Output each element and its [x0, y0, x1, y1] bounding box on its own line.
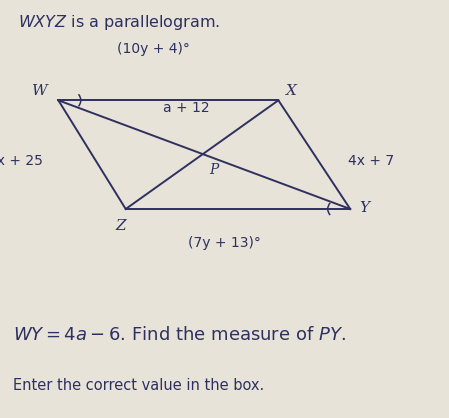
Text: 2x + 25: 2x + 25: [0, 154, 43, 168]
Text: 4x + 7: 4x + 7: [348, 154, 394, 168]
Text: $\mathit{WY} = 4\mathit{a} - 6$. Find the measure of $\mathit{PY}$.: $\mathit{WY} = 4\mathit{a} - 6$. Find th…: [13, 326, 346, 344]
Text: $\mathit{WXYZ}$ is a parallelogram.: $\mathit{WXYZ}$ is a parallelogram.: [18, 13, 220, 31]
Text: W: W: [31, 84, 47, 98]
Text: Y: Y: [359, 201, 370, 215]
Text: X: X: [286, 84, 297, 98]
Text: P: P: [210, 163, 219, 177]
Text: Z: Z: [115, 219, 126, 233]
Text: (10y + 4)°: (10y + 4)°: [117, 43, 189, 56]
Text: a + 12: a + 12: [163, 101, 210, 115]
Text: Enter the correct value in the box.: Enter the correct value in the box.: [13, 378, 265, 393]
Text: (7y + 13)°: (7y + 13)°: [188, 236, 261, 250]
